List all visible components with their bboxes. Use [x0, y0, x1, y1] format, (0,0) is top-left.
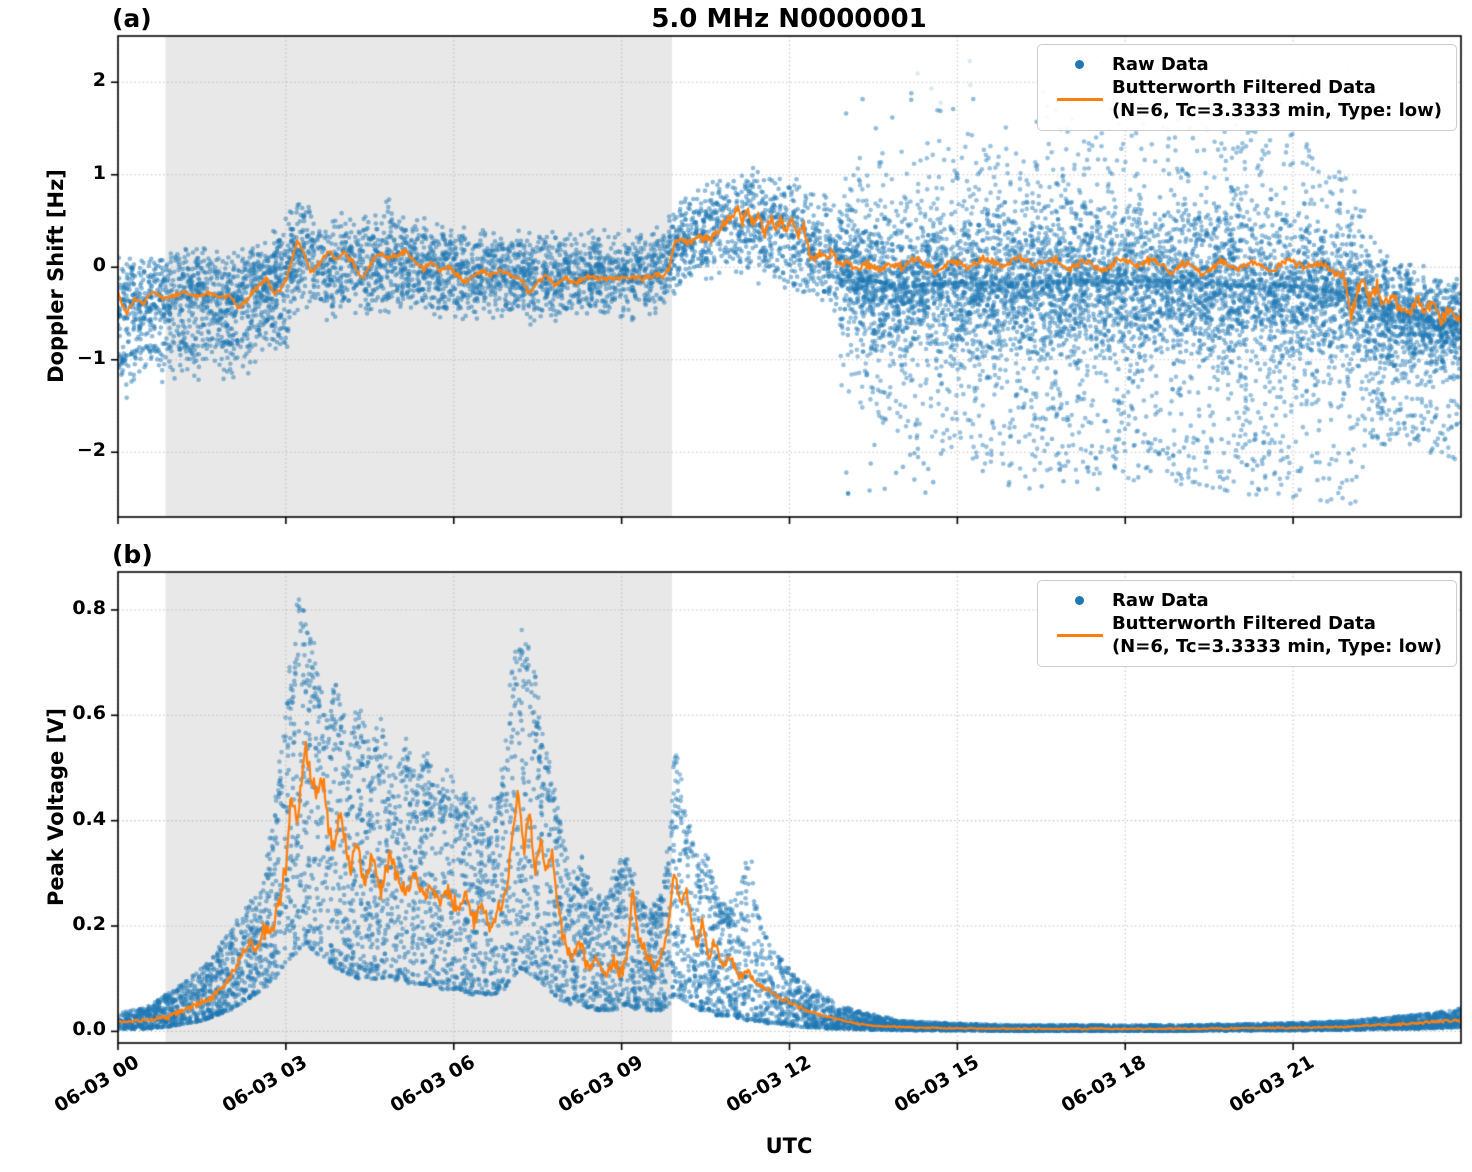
legend-raw-label: Raw Data [1111, 54, 1209, 75]
y-tick-label: 2 [92, 69, 106, 92]
legend-raw-label: Raw Data [1111, 590, 1209, 611]
panel-b-label: (b) [112, 540, 153, 569]
figure-title: 5.0 MHz N0000001 [651, 4, 927, 34]
x-axis-label: UTC [765, 1134, 813, 1158]
filtered-line-icon [1048, 633, 1112, 637]
legend-entry-raw: Raw Data [1048, 589, 1442, 612]
y-axis-label-b: Peak Voltage [V] [44, 707, 68, 907]
y-tick-label: 0.2 [72, 913, 106, 936]
raw-data-dot-icon [1048, 60, 1112, 70]
legend-entry-filtered: Butterworth Filtered Data (N=6, Tc=3.333… [1048, 76, 1442, 122]
legend-filtered-params: (N=6, Tc=3.3333 min, Type: low) [1111, 100, 1442, 122]
y-tick-label: 0.0 [72, 1018, 106, 1041]
raw-data-dot-icon [1048, 596, 1112, 606]
y-tick-label: 0.6 [72, 702, 106, 725]
legend-filtered-label: Butterworth Filtered Data [1111, 613, 1376, 635]
filtered-line-icon [1048, 97, 1112, 101]
y-tick-label: 1 [92, 161, 106, 184]
legend-entry-filtered: Butterworth Filtered Data (N=6, Tc=3.333… [1048, 612, 1442, 658]
y-axis-label-a: Doppler Shift [Hz] [44, 169, 68, 383]
y-tick-label: 0.4 [72, 807, 106, 830]
y-tick-label: 0 [92, 254, 106, 277]
legend-a: Raw Data Butterworth Filtered Data (N=6,… [1036, 44, 1457, 132]
y-tick-label: −1 [76, 346, 106, 369]
y-tick-label: 0.8 [72, 596, 106, 619]
legend-entry-raw: Raw Data [1048, 53, 1442, 76]
legend-filtered-params: (N=6, Tc=3.3333 min, Type: low) [1111, 636, 1442, 658]
panel-a-label: (a) [112, 4, 152, 33]
legend-filtered-label: Butterworth Filtered Data [1111, 77, 1376, 99]
legend-b: Raw Data Butterworth Filtered Data (N=6,… [1036, 580, 1457, 668]
y-tick-label: −2 [76, 439, 106, 462]
